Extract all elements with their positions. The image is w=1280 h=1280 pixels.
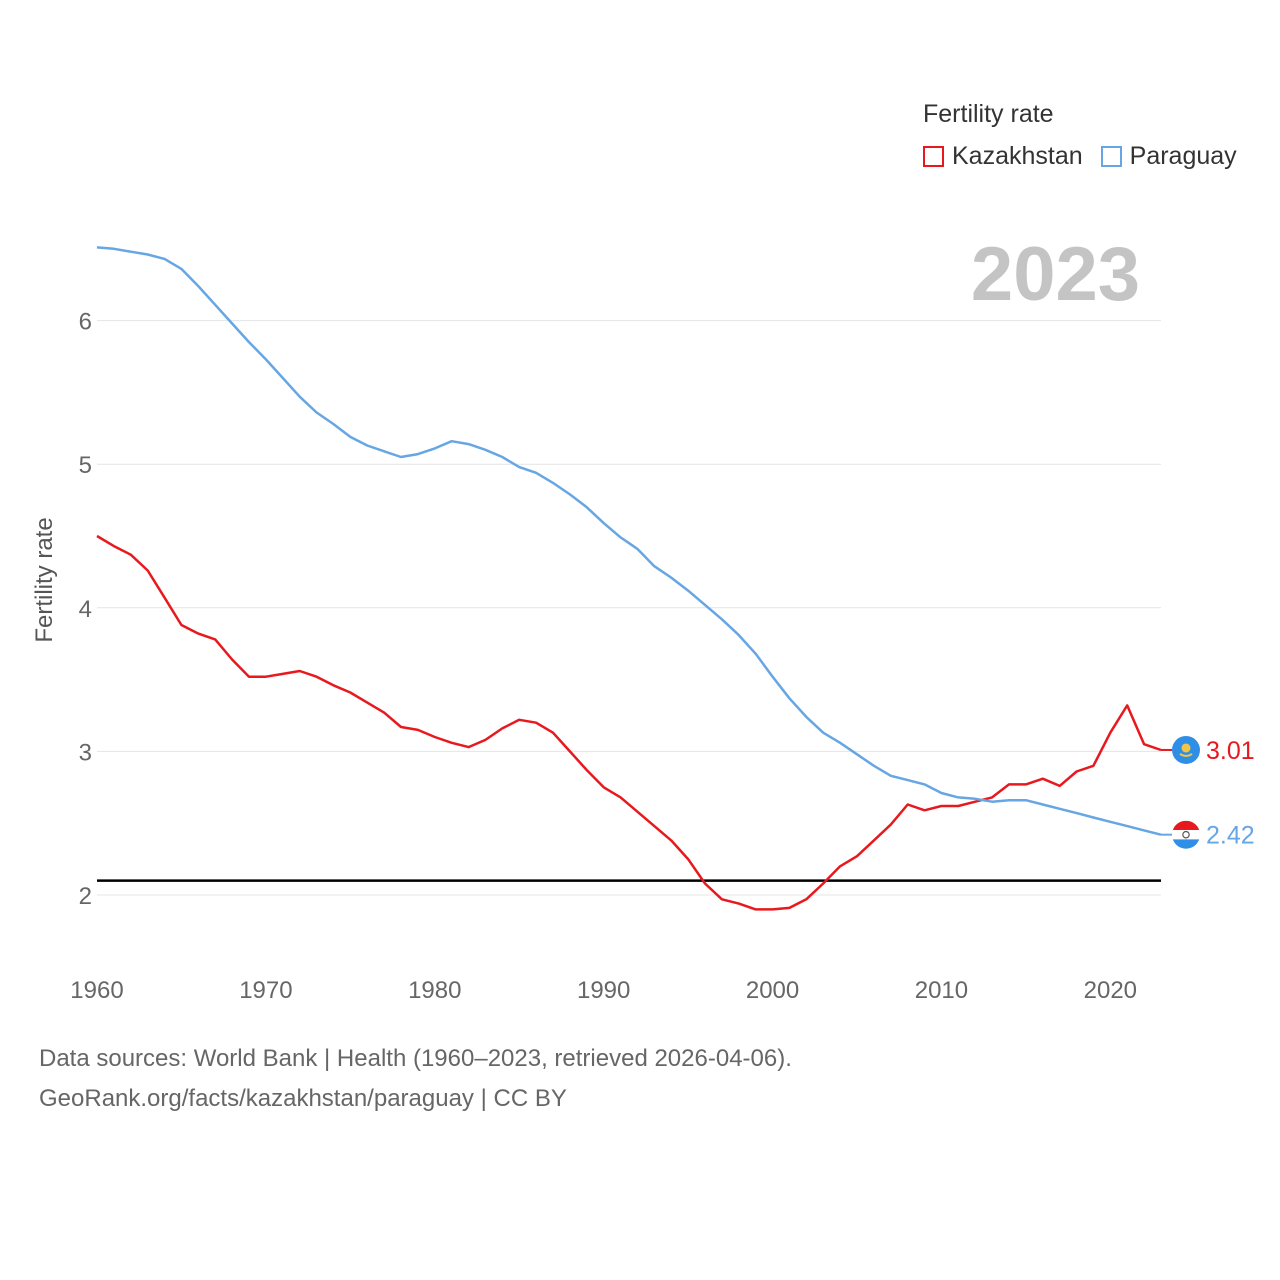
series-lines	[96, 246, 1162, 911]
x-axis-ticks: 1960 1970 1980 1990 2000 2010 2020	[70, 977, 1137, 1004]
x-tick-label: 2010	[915, 977, 968, 1004]
end-value-label: 2.42	[1206, 822, 1255, 850]
x-tick-label: 1980	[408, 977, 461, 1004]
legend-label-paraguay: Paraguay	[1129, 142, 1237, 170]
source-link-text[interactable]: GeoRank.org/facts/kazakhstan/paraguay | …	[39, 1085, 567, 1112]
x-tick-label: 1990	[577, 977, 630, 1004]
x-tick-label: 1970	[239, 977, 292, 1004]
y-tick-label: 2	[79, 883, 92, 910]
x-tick-label: 2020	[1084, 977, 1137, 1004]
x-tick-label: 1960	[70, 977, 123, 1004]
paraguay-flag-icon	[1172, 820, 1200, 849]
y-tick-label: 5	[79, 452, 92, 479]
legend-item-kazakhstan[interactable]: Kazakhstan	[923, 142, 1083, 171]
series-line-paraguay[interactable]	[96, 246, 1162, 836]
y-axis-label: Fertility rate	[31, 517, 58, 642]
end-marker-paraguay: 2.42	[1161, 820, 1255, 850]
legend-swatch-kazakhstan	[923, 146, 944, 167]
y-tick-label: 3	[79, 739, 92, 766]
data-sources-text: Data sources: World Bank | Health (1960–…	[39, 1045, 792, 1072]
flag-eagle-icon	[1179, 753, 1193, 757]
legend-title: Fertility rate	[923, 100, 1054, 128]
legend-item-paraguay[interactable]: Paraguay	[1100, 142, 1237, 171]
series-end-markers: 3.01 2.42	[1161, 735, 1255, 850]
legend: Kazakhstan Paraguay	[923, 142, 1255, 171]
end-marker-kazakhstan: 3.01	[1161, 735, 1255, 765]
year-watermark: 2023	[971, 232, 1140, 317]
legend-swatch-paraguay	[1100, 146, 1122, 167]
x-tick-label: 2000	[746, 977, 799, 1004]
series-line-kazakhstan[interactable]	[96, 534, 1162, 911]
flag-sun-icon	[1181, 743, 1191, 753]
gridlines	[97, 320, 1161, 896]
y-axis-ticks: 2 3 4 5 6	[79, 309, 92, 910]
y-tick-label: 6	[79, 309, 92, 336]
y-tick-label: 4	[79, 596, 92, 623]
legend-label-kazakhstan: Kazakhstan	[952, 142, 1083, 170]
end-value-label: 3.01	[1206, 737, 1255, 765]
